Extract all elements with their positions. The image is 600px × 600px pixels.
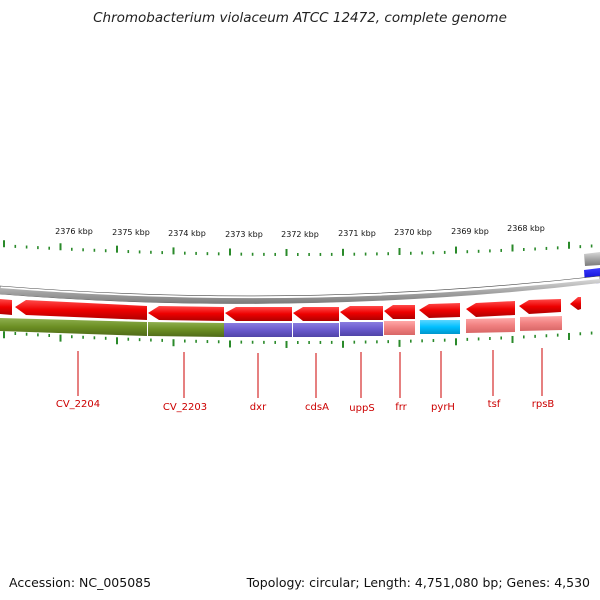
scale-label-6: 2371 kbp — [338, 229, 376, 238]
reverse-gene-tsf[interactable] — [466, 301, 515, 317]
reverse-gene-upps[interactable] — [340, 306, 383, 320]
category-band-segment[interactable] — [420, 320, 460, 334]
scale-label-4: 2373 kbp — [225, 230, 263, 239]
reverse-gene-frr[interactable] — [384, 305, 415, 319]
gene-label-cv2204[interactable]: CV_2204 — [56, 399, 100, 410]
category-band-segment[interactable] — [466, 318, 515, 333]
category-band-segment[interactable] — [0, 318, 147, 336]
category-band-segment[interactable] — [384, 321, 415, 335]
scale-label-5: 2372 kbp — [281, 230, 319, 239]
scale-label-1: 2376 kbp — [55, 227, 93, 236]
scale-label-8: 2369 kbp — [451, 227, 489, 236]
gene-label-frr[interactable]: frr — [395, 402, 407, 413]
scale-label-3: 2374 kbp — [168, 229, 206, 238]
gene-label-tsf[interactable]: tsf — [488, 399, 501, 410]
scale-label-2: 2375 kbp — [112, 228, 150, 237]
scale-ticks — [3, 240, 593, 256]
reverse-gene-cv2203[interactable] — [148, 306, 224, 321]
category-band-segment[interactable] — [148, 322, 224, 337]
reverse-gene[interactable] — [570, 297, 581, 310]
gene-label-cdsa[interactable]: cdsA — [305, 402, 329, 413]
category-band-segment[interactable] — [340, 322, 383, 336]
category-band-segment[interactable] — [293, 323, 339, 337]
category-band-segment[interactable] — [520, 316, 562, 331]
reverse-gene-dxr[interactable] — [225, 307, 292, 321]
accession-text: Accession: NC_005085 — [9, 575, 152, 590]
gene-label-cv2203[interactable]: CV_2203 — [163, 402, 207, 413]
gene-labels: CV_2204 CV_2203 dxr cdsA uppS frr pyrH t… — [56, 399, 555, 414]
gene-label-dxr[interactable]: dxr — [250, 402, 267, 413]
category-band — [0, 316, 562, 337]
lower-ticks — [3, 331, 593, 348]
genome-title: Chromobacterium violaceum ATCC 12472, co… — [93, 10, 507, 26]
scale-label-7: 2370 kbp — [394, 228, 432, 237]
reverse-gene-cdsa[interactable] — [293, 307, 339, 321]
gene-label-rpsb[interactable]: rpsB — [532, 399, 555, 410]
gene-leaders — [77, 348, 543, 398]
reverse-gene[interactable] — [0, 299, 12, 315]
category-band-segment[interactable] — [224, 323, 292, 337]
forward-backbone-segment[interactable] — [584, 252, 600, 266]
scale-ruler: 2376 kbp 2375 kbp 2374 kbp 2373 kbp 2372… — [3, 224, 593, 256]
gene-label-upps[interactable]: uppS — [349, 403, 374, 414]
reverse-gene-cv2204[interactable] — [15, 300, 147, 320]
reverse-strand — [0, 297, 581, 321]
gene-label-pyrh[interactable]: pyrH — [431, 402, 455, 413]
genome-summary-text: Topology: circular; Length: 4,751,080 bp… — [246, 575, 590, 590]
scale-label-9: 2368 kbp — [507, 224, 545, 233]
reverse-gene-pyrh[interactable] — [419, 303, 460, 318]
genome-backbone — [0, 279, 600, 304]
reverse-gene-rpsb[interactable] — [519, 299, 561, 314]
